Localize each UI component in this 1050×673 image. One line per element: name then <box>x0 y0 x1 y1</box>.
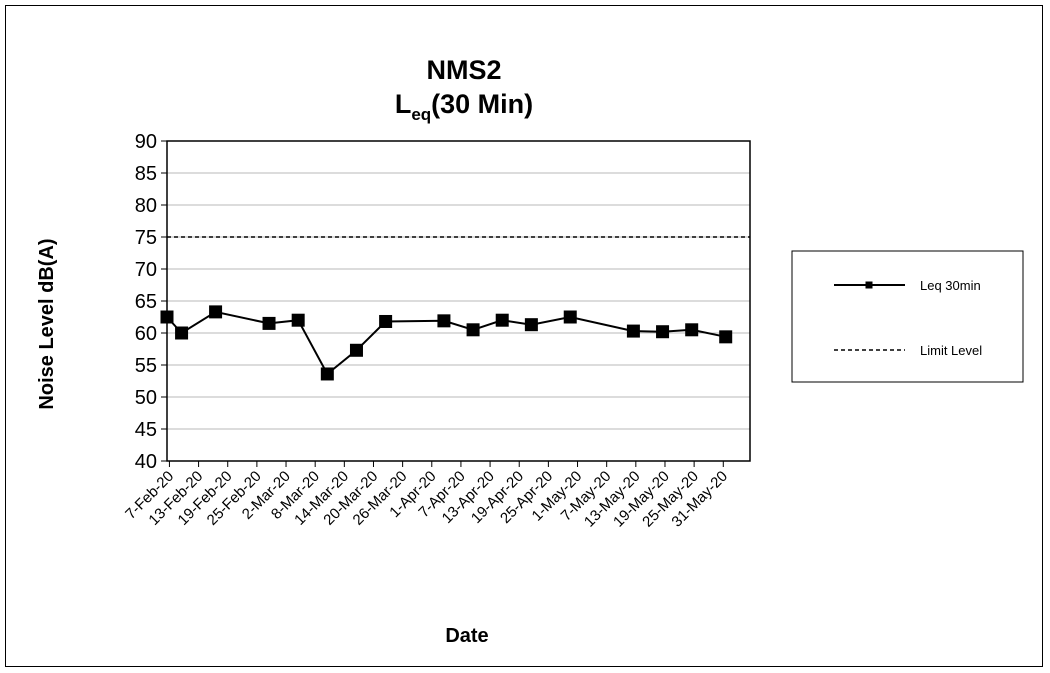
legend-label-limit: Limit Level <box>920 343 982 358</box>
leq-data-point <box>656 325 670 339</box>
leq-data-point <box>262 316 276 330</box>
legend-marker-leq <box>865 281 873 289</box>
leq-data-point <box>563 310 577 324</box>
subtitle-subscript: eq <box>411 105 431 124</box>
leq-data-point <box>349 343 363 357</box>
y-tick-label: 65 <box>135 291 157 313</box>
y-axis: 40 45 50 55 60 65 70 75 80 85 90 <box>135 131 167 473</box>
leq-data-point <box>291 313 305 327</box>
y-tick-label: 90 <box>135 131 157 153</box>
y-tick-label: 70 <box>135 259 157 281</box>
x-axis-label: Date <box>445 625 488 647</box>
y-tick-label: 60 <box>135 323 157 345</box>
leq-data-point <box>524 318 538 332</box>
leq-data-point <box>320 367 334 381</box>
y-tick-label: 55 <box>135 355 157 377</box>
chart-title: NMS2 <box>426 55 501 85</box>
legend: Leq 30min Limit Level <box>791 250 1024 383</box>
plot-series <box>160 236 750 381</box>
leq-data-point <box>175 326 189 340</box>
y-tick-label: 75 <box>135 227 157 249</box>
y-axis-label: Noise Level dB(A) <box>36 238 58 409</box>
leq-data-point <box>495 313 509 327</box>
leq-data-point <box>466 323 480 337</box>
legend-box <box>791 250 1024 383</box>
subtitle-prefix: L <box>395 89 412 119</box>
y-tick-label: 50 <box>135 387 157 409</box>
leq-data-point <box>719 330 733 344</box>
leq-data-point <box>626 324 640 338</box>
leq-data-point <box>209 305 223 319</box>
y-tick-label: 40 <box>135 451 157 473</box>
gridlines <box>167 172 750 430</box>
plot-area <box>166 140 751 462</box>
y-tick-label: 80 <box>135 195 157 217</box>
y-tick-label: 45 <box>135 419 157 441</box>
leq-data-point <box>379 314 393 328</box>
subtitle-suffix: (30 Min) <box>431 89 533 119</box>
legend-label-leq: Leq 30min <box>920 278 981 293</box>
y-tick-label: 85 <box>135 163 157 185</box>
chart-subtitle: Leq(30 Min) <box>395 89 533 124</box>
leq-data-point <box>685 323 699 337</box>
x-axis: 7-Feb-2013-Feb-2019-Feb-2025-Feb-202-Mar… <box>122 461 731 531</box>
leq-data-point <box>437 314 451 328</box>
